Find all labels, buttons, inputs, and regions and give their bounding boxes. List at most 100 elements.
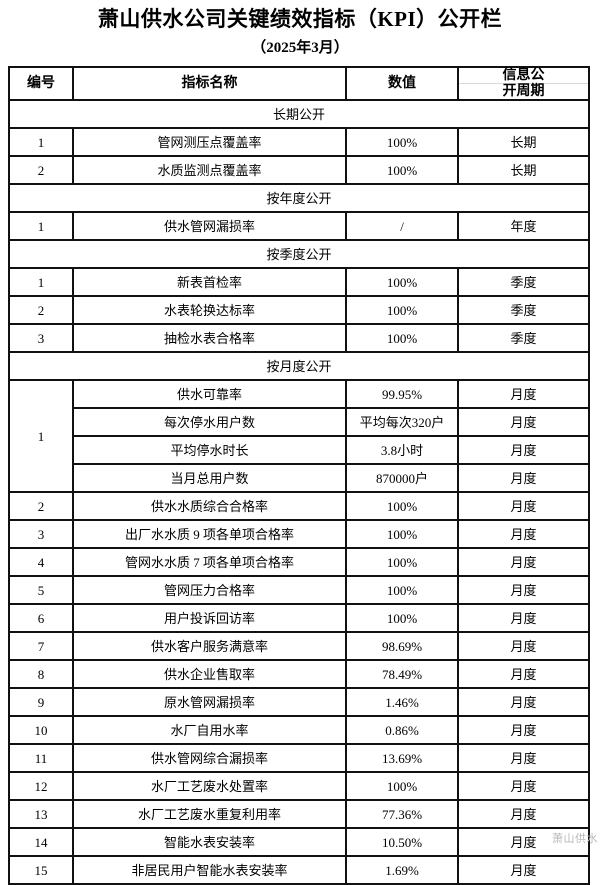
table-row: 1 供水管网漏损率 / 年度 bbox=[8, 211, 590, 241]
cell-value: 77.36% bbox=[345, 799, 459, 829]
cell-period: 月度 bbox=[457, 603, 590, 633]
cell-period: 月度 bbox=[457, 407, 590, 437]
cell-period: 月度 bbox=[457, 771, 590, 801]
section-label: 按年度公开 bbox=[8, 183, 590, 213]
cell-value: 3.8小时 bbox=[345, 435, 459, 465]
cell-period: 月度 bbox=[457, 631, 590, 661]
cell-value: 98.69% bbox=[345, 631, 459, 661]
cell-indicator-name: 供水企业售取率 bbox=[72, 659, 347, 689]
section-header-row: 长期公开 bbox=[8, 99, 590, 129]
cell-period: 季度 bbox=[457, 295, 590, 325]
cell-value: 100% bbox=[345, 323, 459, 353]
table-row: 3 出厂水水质 9 项各单项合格率 100% 月度 bbox=[8, 519, 590, 549]
cell-value: 100% bbox=[345, 155, 459, 185]
cell-period: 月度 bbox=[457, 435, 590, 465]
cell-value: 0.86% bbox=[345, 715, 459, 745]
kpi-table: 编号 指标名称 数值 信息公 开周期 长期公开 1 管网测压点覆盖率 100% 长期 2 水… bbox=[8, 66, 590, 885]
cell-no: 9 bbox=[8, 687, 74, 717]
cell-no: 10 bbox=[8, 715, 74, 745]
cell-no: 2 bbox=[8, 491, 74, 521]
cell-indicator-name: 供水客户服务满意率 bbox=[72, 631, 347, 661]
cell-period: 月度 bbox=[457, 715, 590, 745]
cell-period: 月度 bbox=[457, 491, 590, 521]
cell-value: 100% bbox=[345, 603, 459, 633]
table-row: 平均停水时长 3.8小时 月度 bbox=[9, 435, 590, 465]
cell-value: 100% bbox=[345, 267, 459, 297]
cell-period: 月度 bbox=[457, 799, 590, 829]
cell-period: 长期 bbox=[457, 155, 590, 185]
cell-period: 月度 bbox=[457, 575, 590, 605]
cell-no: 15 bbox=[8, 855, 74, 885]
cell-period: 月度 bbox=[457, 379, 590, 409]
cell-indicator-name: 新表首检率 bbox=[72, 267, 347, 297]
cell-no: 11 bbox=[8, 743, 74, 773]
table-row: 8 供水企业售取率 78.49% 月度 bbox=[8, 659, 590, 689]
table-header-row: 编号 指标名称 数值 信息公 开周期 bbox=[8, 66, 590, 101]
table-row: 9 原水管网漏损率 1.46% 月度 bbox=[8, 687, 590, 717]
column-header-value: 数值 bbox=[345, 66, 459, 101]
page-subtitle: （2025年3月） bbox=[251, 40, 349, 56]
cell-value: 13.69% bbox=[345, 743, 459, 773]
table-row: 11 供水管网综合漏损率 13.69% 月度 bbox=[8, 743, 590, 773]
column-header-period-line2: 开周期 bbox=[459, 83, 588, 99]
cell-no: 3 bbox=[8, 519, 74, 549]
cell-indicator-name: 智能水表安装率 bbox=[72, 827, 347, 857]
cell-indicator-name: 管网水水质 7 项各单项合格率 bbox=[72, 547, 347, 577]
cell-no: 14 bbox=[8, 827, 74, 857]
cell-period: 季度 bbox=[457, 323, 590, 353]
cell-no: 5 bbox=[8, 575, 74, 605]
cell-no: 2 bbox=[8, 295, 74, 325]
table-row: 1 新表首检率 100% 季度 bbox=[8, 267, 590, 297]
cell-value: 1.46% bbox=[345, 687, 459, 717]
cell-no: 3 bbox=[8, 323, 74, 353]
table-row: 当月总用户数 870000户 月度 bbox=[9, 463, 590, 493]
cell-no: 12 bbox=[8, 771, 74, 801]
cell-period: 长期 bbox=[457, 127, 590, 157]
cell-no: 8 bbox=[8, 659, 74, 689]
cell-indicator-name: 供水水质综合合格率 bbox=[72, 491, 347, 521]
cell-indicator-name: 抽检水表合格率 bbox=[72, 323, 347, 353]
table-row: 2 水表轮换达标率 100% 季度 bbox=[8, 295, 590, 325]
cell-value: 100% bbox=[345, 491, 459, 521]
cell-indicator-name: 每次停水用户数 bbox=[72, 407, 347, 437]
cell-value: 100% bbox=[345, 771, 459, 801]
cell-indicator-name: 非居民用户智能水表安装率 bbox=[72, 855, 347, 885]
cell-indicator-name: 水厂工艺废水处置率 bbox=[72, 771, 347, 801]
cell-period: 季度 bbox=[457, 267, 590, 297]
table-row: 1 供水可靠率 99.95% 月度 bbox=[8, 379, 590, 493]
cell-no: 1 bbox=[8, 267, 74, 297]
cell-value: 平均每次320户 bbox=[345, 407, 459, 437]
kpi-document-page: 萧山供水公司关键绩效指标（KPI）公开栏 （2025年3月） 编号 指标名称 数… bbox=[8, 7, 598, 885]
table-row: 7 供水客户服务满意率 98.69% 月度 bbox=[8, 631, 590, 661]
cell-value: 100% bbox=[345, 127, 459, 157]
cell-value: 100% bbox=[345, 575, 459, 605]
cell-period: 月度 bbox=[457, 547, 590, 577]
cell-period: 月度 bbox=[457, 687, 590, 717]
table-row: 15 非居民用户智能水表安装率 1.69% 月度 bbox=[8, 855, 590, 885]
column-header-period: 信息公 开周期 bbox=[457, 66, 590, 101]
table-row: 14 智能水表安装率 10.50% 月度 bbox=[8, 827, 590, 857]
cell-value: 1.69% bbox=[345, 855, 459, 885]
column-header-no: 编号 bbox=[8, 66, 74, 101]
column-header-name: 指标名称 bbox=[72, 66, 347, 101]
cell-period: 月度 bbox=[457, 743, 590, 773]
cell-period: 月度 bbox=[457, 827, 590, 857]
cell-period: 月度 bbox=[457, 463, 590, 493]
cell-value: 100% bbox=[345, 295, 459, 325]
cell-indicator-name: 用户投诉回访率 bbox=[72, 603, 347, 633]
cell-period: 月度 bbox=[457, 519, 590, 549]
cell-indicator-name: 供水管网综合漏损率 bbox=[72, 743, 347, 773]
table-row: 2 水质监测点覆盖率 100% 长期 bbox=[8, 155, 590, 185]
cell-value: / bbox=[345, 211, 459, 241]
cell-indicator-name: 水表轮换达标率 bbox=[72, 295, 347, 325]
cell-value: 100% bbox=[345, 547, 459, 577]
cell-value: 99.95% bbox=[345, 379, 459, 409]
cell-no: 1 bbox=[8, 211, 74, 241]
table-row: 1 管网测压点覆盖率 100% 长期 bbox=[8, 127, 590, 157]
page-title: 萧山供水公司关键绩效指标（KPI）公开栏 bbox=[97, 7, 503, 31]
cell-indicator-name: 水厂自用水率 bbox=[72, 715, 347, 745]
table-row: 4 管网水水质 7 项各单项合格率 100% 月度 bbox=[8, 547, 590, 577]
cell-no: 6 bbox=[8, 603, 74, 633]
table-row: 每次停水用户数 平均每次320户 月度 bbox=[9, 407, 590, 437]
table-row: 5 管网压力合格率 100% 月度 bbox=[8, 575, 590, 605]
